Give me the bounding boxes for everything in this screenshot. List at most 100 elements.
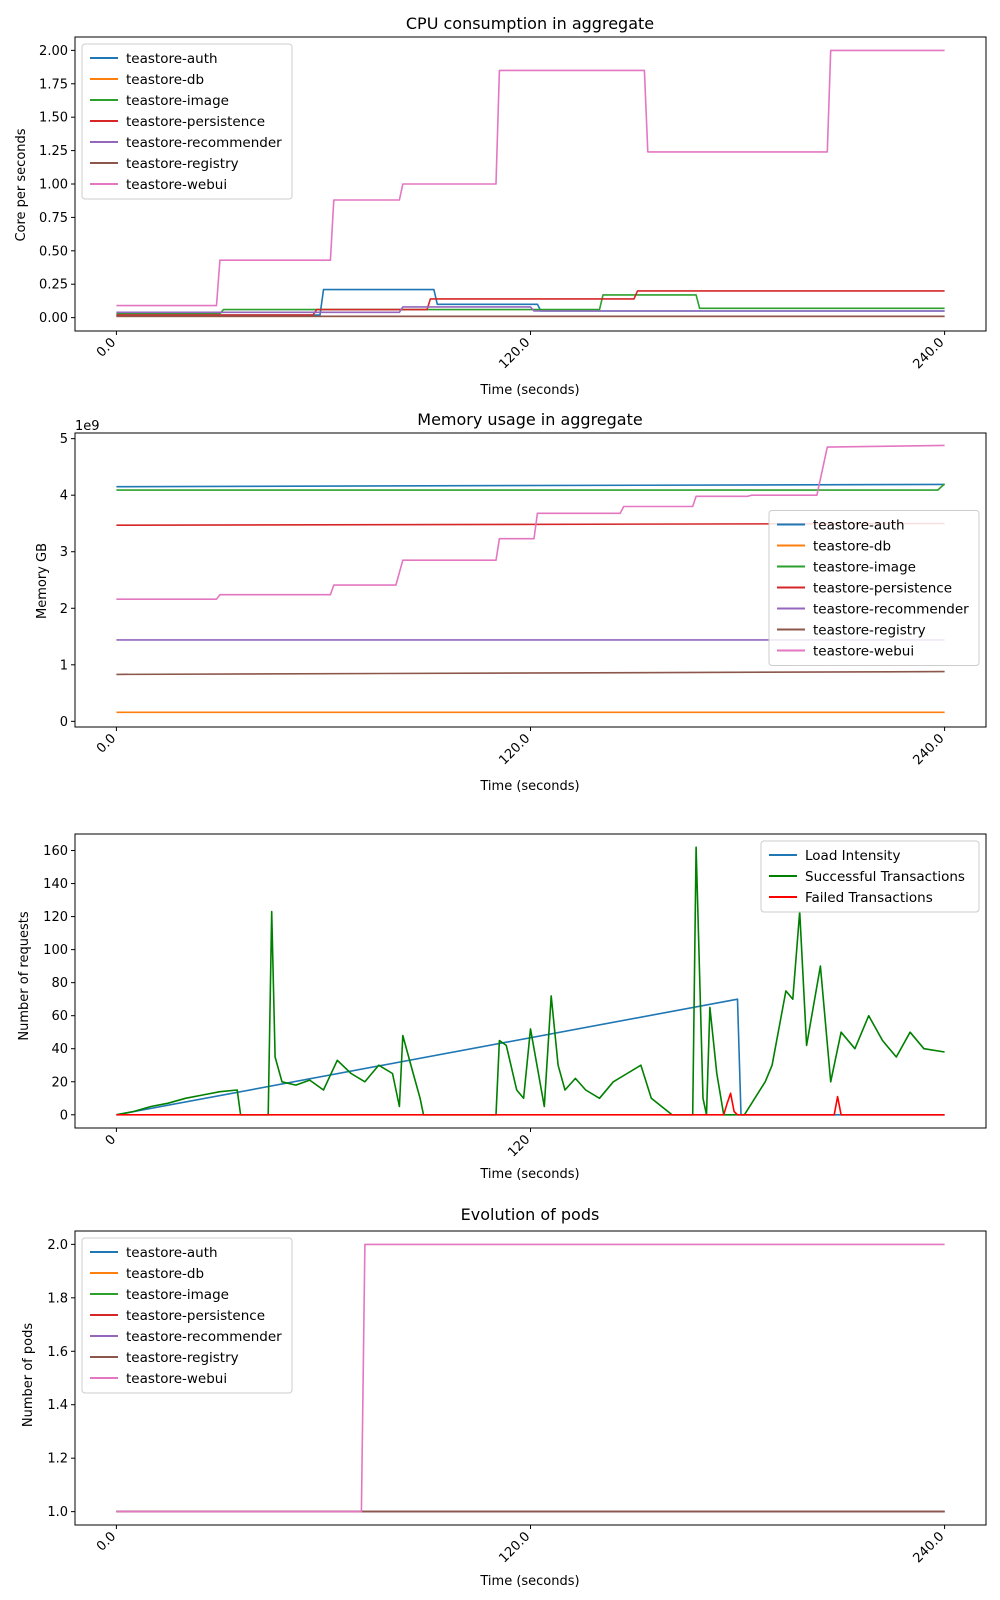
chart-4: 1.0 1.2 1.4 1.6 1.8 2.0 0.0 120.0 240.0 teastore-… [47, 1230, 987, 1566]
legend-box [760, 840, 980, 913]
legend-label: teastore-webui [126, 1371, 227, 1387]
legend-label: teastore-recommender [813, 602, 969, 618]
legend-label: teastore-auth [126, 51, 218, 67]
series-line-successful-transactions [116, 846, 945, 1116]
x-tick-label: 120.0 [496, 731, 533, 768]
x-axis-label: Time (seconds) [479, 779, 579, 794]
y-tick-label: 1 [60, 658, 68, 673]
x-tick-label: 240.0 [910, 335, 947, 372]
y-tick-label: 120 [43, 910, 68, 925]
y-tick-label: 1.00 [39, 178, 68, 193]
x-tick-label: 0.0 [94, 731, 119, 756]
series-line-load-intensity [116, 998, 945, 1116]
x-axis-label: Time (seconds) [479, 1574, 579, 1589]
series-line-teastore-auth [116, 483, 945, 488]
y-tick-label: 3 [60, 545, 68, 560]
chart-3: 0 20 40 60 80 100 120 140 160 0 120 Load Intensity S… [43, 833, 987, 1160]
y-axis-label: Core per seconds [14, 128, 29, 241]
series-line-teastore-webui [116, 1243, 945, 1513]
legend-label: teastore-db [126, 72, 204, 88]
y-tick-label: 0 [60, 715, 68, 730]
legend-label: teastore-auth [126, 1245, 218, 1261]
series-line-failed-transactions [116, 1092, 945, 1116]
legend: teastore-auth teastore-db teastore-image te… [81, 43, 293, 200]
x-tick-label: 120.0 [496, 1529, 533, 1566]
legend-label: teastore-persistence [126, 1308, 265, 1324]
legend-label: Load Intensity [805, 848, 900, 864]
legend-label: teastore-persistence [813, 581, 952, 597]
series-line-teastore-webui [116, 444, 945, 601]
y-tick-label: 1.8 [47, 1291, 68, 1306]
legend: teastore-auth teastore-db teastore-image te… [81, 1237, 293, 1394]
y-tick-label: 2 [60, 602, 68, 617]
y-tick-label: 40 [51, 1042, 68, 1057]
chart-title: Memory usage in aggregate [417, 410, 642, 429]
legend-label: teastore-db [813, 539, 891, 555]
legend: teastore-auth teastore-db teastore-image te… [768, 510, 980, 666]
legend-box [81, 43, 293, 200]
x-tick-label: 240.0 [910, 731, 947, 768]
x-tick-label: 0.0 [94, 1529, 119, 1554]
legend-label: teastore-image [813, 560, 916, 576]
x-tick-label: 120 [505, 1132, 533, 1160]
y-axis-label: Number of pods [21, 1323, 36, 1427]
y-tick-label: 100 [43, 943, 68, 958]
legend: Load Intensity Successful Transactions Fai… [760, 840, 980, 913]
y-scale-note: 1e9 [75, 419, 100, 434]
y-tick-label: 20 [51, 1075, 68, 1090]
x-tick-label: 0.0 [94, 335, 119, 360]
x-axis-label: Time (seconds) [479, 383, 579, 398]
y-tick-label: 0.25 [39, 278, 68, 293]
legend-label: teastore-db [126, 1266, 204, 1282]
y-axis-label: Memory GB [35, 543, 50, 619]
y-tick-label: 140 [43, 877, 68, 892]
y-tick-label: 1.25 [39, 144, 68, 159]
y-tick-label: 5 [60, 432, 68, 447]
x-tick-label: 0 [103, 1132, 119, 1148]
series-line-teastore-recommender [116, 306, 945, 314]
legend-label: teastore-registry [813, 623, 926, 639]
y-tick-label: 2.00 [39, 44, 68, 59]
chart-1: 0.00 0.25 0.50 0.75 1.00 1.25 1.50 1.75 2.00 0.0 1… [39, 36, 987, 372]
y-tick-label: 0.75 [39, 211, 68, 226]
chart-title: Evolution of pods [461, 1205, 600, 1224]
y-tick-label: 60 [51, 1009, 68, 1024]
legend-label: teastore-webui [126, 177, 227, 193]
x-axis-label: Time (seconds) [479, 1167, 579, 1182]
y-tick-label: 160 [43, 844, 68, 859]
legend-label: teastore-registry [126, 156, 239, 172]
y-tick-label: 0.50 [39, 244, 68, 259]
series-line-teastore-registry [116, 670, 945, 676]
series-line-teastore-image [116, 483, 946, 491]
legend-box [81, 1237, 293, 1394]
y-tick-label: 1.2 [47, 1452, 68, 1467]
legend-label: Failed Transactions [805, 890, 933, 906]
y-tick-label: 0.00 [39, 311, 68, 326]
series-line-teastore-webui [116, 49, 945, 307]
y-tick-label: 1.6 [47, 1345, 68, 1360]
legend-label: Successful Transactions [805, 869, 965, 885]
legend-label: teastore-image [126, 93, 229, 109]
y-tick-label: 0 [60, 1108, 68, 1123]
legend-label: teastore-persistence [126, 114, 265, 130]
y-axis-label: Number of requests [17, 911, 32, 1040]
legend-label: teastore-recommender [126, 1329, 282, 1345]
series-line-teastore-persistence [116, 290, 945, 316]
y-tick-label: 1.0 [47, 1505, 68, 1520]
y-tick-label: 1.75 [39, 77, 68, 92]
y-tick-label: 2.0 [47, 1238, 68, 1253]
legend-box [768, 510, 980, 666]
y-tick-label: 1.4 [47, 1398, 68, 1413]
legend-label: teastore-registry [126, 1350, 239, 1366]
legend-label: teastore-image [126, 1287, 229, 1303]
legend-label: teastore-webui [813, 644, 914, 660]
legend-label: teastore-auth [813, 518, 905, 534]
y-tick-label: 1.50 [39, 111, 68, 126]
legend-label: teastore-recommender [126, 135, 282, 151]
x-tick-label: 240.0 [910, 1529, 947, 1566]
x-tick-label: 120.0 [496, 335, 533, 372]
y-tick-label: 4 [60, 489, 68, 504]
y-tick-label: 80 [51, 976, 68, 991]
